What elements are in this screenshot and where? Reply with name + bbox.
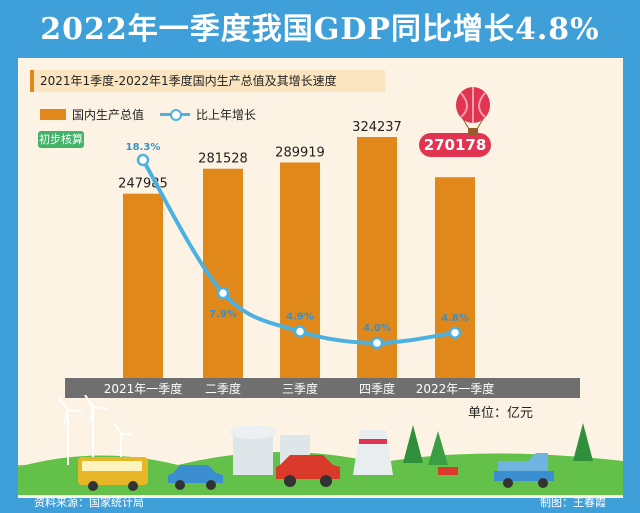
unit-label: 单位：亿元: [468, 406, 534, 421]
highlight-pill: [419, 133, 491, 157]
growth-value-label-3: 4.0%: [363, 323, 391, 334]
bar-value-label-2: 289919: [275, 146, 325, 161]
growth-point-4: [448, 326, 462, 340]
bar-value-label-1: 281528: [198, 152, 248, 167]
legend: 国内生产总值 比上年增长: [40, 105, 256, 123]
bar-0: [123, 193, 163, 378]
x-tick-label-2: 三季度: [282, 381, 318, 396]
x-axis-band: [65, 378, 580, 398]
legend-bar-label: 国内生产总值: [72, 107, 145, 122]
legend-bar-swatch: [40, 108, 66, 120]
bar-4: [435, 177, 475, 378]
growth-value-label-0: 18.3%: [126, 142, 161, 153]
city-scene-illustration: [18, 394, 623, 499]
growth-point-1: [216, 286, 230, 300]
growth-value-label-1: 7.9%: [209, 309, 237, 320]
legend-line-label: 比上年增长: [196, 107, 257, 122]
credit-note: 制图：王春霞: [540, 496, 606, 509]
growth-point-0: [136, 153, 150, 167]
subtitle-bar: [30, 70, 385, 92]
page-title: 2022年一季度我国GDP同比增长4.8%: [40, 12, 600, 47]
x-tick-label-0: 2021年一季度: [104, 381, 183, 396]
growth-value-label-2: 4.9%: [286, 311, 314, 322]
chart-subtitle: 2021年1季度-2022年1季度国内生产总值及其增长速度: [40, 74, 337, 88]
source-note: 资料来源：国家统计局: [34, 496, 144, 509]
preliminary-badge: 初步核算: [38, 131, 84, 148]
growth-point-3: [370, 336, 384, 350]
growth-value-label-4: 4.8%: [441, 313, 469, 324]
legend-line-swatch: [160, 108, 191, 121]
balloon-icon: [451, 87, 495, 141]
growth-point-2: [293, 325, 307, 338]
bar-value-label-4: 270178: [424, 136, 487, 154]
x-tick-label-3: 四季度: [359, 381, 395, 396]
chart-panel: [18, 58, 623, 498]
growth-line: [141, 158, 456, 346]
x-tick-label-1: 二季度: [205, 381, 241, 396]
x-tick-label-4: 2022年一季度: [416, 381, 495, 396]
bar-value-label-3: 324237: [352, 120, 402, 135]
bar-2: [280, 162, 320, 378]
